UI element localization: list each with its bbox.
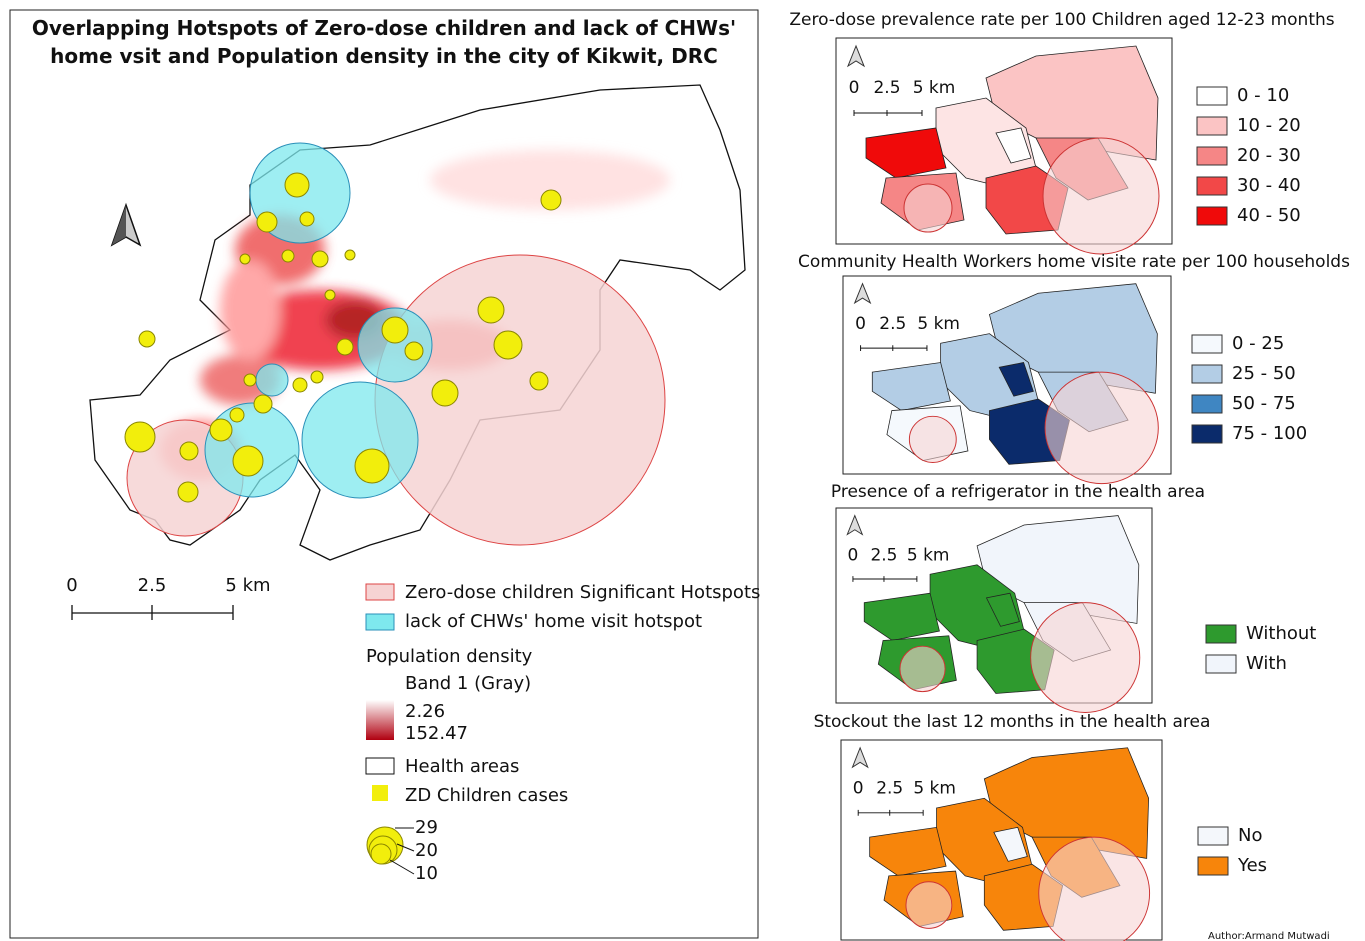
legend-swatch (1192, 335, 1222, 353)
legend-label: 0 - 25 (1232, 333, 1284, 354)
scale-label: 5 km (907, 545, 950, 565)
scale-label: 2.5 (876, 779, 903, 799)
scale-label: 0 (855, 314, 866, 334)
legend-swatch (1197, 117, 1227, 135)
hotspot (1031, 603, 1140, 713)
label: 152.47 (405, 723, 468, 744)
scale-label: 0 (853, 779, 864, 799)
legend-swatch (1197, 207, 1227, 225)
legend-swatch (1197, 177, 1227, 195)
scale-bar (861, 345, 927, 351)
main-map (72, 85, 745, 620)
hotspot (1045, 372, 1158, 483)
legend-label: 40 - 50 (1237, 205, 1301, 226)
health-area (870, 827, 946, 876)
page: 0 2.5 5 km Zero-dose children Significant H… (0, 0, 1365, 941)
scale-label: 5 km (917, 314, 960, 334)
label: 29 (415, 817, 438, 838)
label: Zero-dose children Significant Hotspots (405, 582, 760, 603)
north-arrow (848, 46, 864, 66)
north-arrow (852, 748, 867, 767)
legend-swatch (1206, 655, 1236, 673)
inset-map (852, 748, 1149, 941)
hotspot (906, 882, 952, 929)
label: ZD Children cases (405, 785, 568, 806)
scale-bar (854, 110, 922, 116)
hotspot (1039, 837, 1150, 941)
legend-label: 75 - 100 (1232, 423, 1307, 444)
legend-swatch (1197, 87, 1227, 105)
scale-bar (858, 810, 923, 816)
legend-label: 50 - 75 (1232, 393, 1296, 414)
north-arrow (855, 284, 871, 303)
health-area (864, 593, 939, 640)
health-area (866, 128, 946, 178)
hotspot (1043, 138, 1159, 254)
legend-swatch (1206, 625, 1236, 643)
label: 2.26 (405, 701, 445, 722)
health-area (872, 363, 950, 411)
legend-label: No (1238, 825, 1262, 846)
label: lack of CHWs' home visit hotspot (405, 611, 702, 632)
label: 10 (415, 863, 438, 884)
label: 5 km (225, 575, 270, 596)
scale-label: 2.5 (879, 314, 906, 334)
scale-label: 2.5 (873, 78, 900, 98)
inset-title: Presence of a refrigerator in the health… (831, 482, 1205, 502)
inset-title: Community Health Workers home visite rat… (798, 252, 1350, 272)
label: Population density (366, 646, 533, 667)
legend-swatch (1192, 365, 1222, 383)
scale-bar (853, 576, 917, 582)
figure: 0 2.5 5 km Zero-dose children Significant H… (0, 0, 1365, 941)
legend-label: 25 - 50 (1232, 363, 1296, 384)
legend-swatch (1198, 827, 1228, 845)
legend-label: Without (1246, 623, 1316, 644)
scale-label: 5 km (913, 779, 956, 799)
hotspot (909, 416, 956, 462)
legend-label: 0 - 10 (1237, 85, 1289, 106)
scale-label: 5 km (913, 78, 956, 98)
label: 20 (415, 840, 438, 861)
legend-swatch (1192, 425, 1222, 443)
inset-title: Stockout the last 12 months in the healt… (814, 712, 1211, 732)
label: Band 1 (Gray) (405, 673, 531, 694)
legend-label: 20 - 30 (1237, 145, 1301, 166)
legend-label: 10 - 20 (1237, 115, 1301, 136)
scale-label: 2.5 (870, 545, 897, 565)
main-title: Overlapping Hotspots of Zero-dose childr… (20, 14, 748, 70)
scale-label: 0 (849, 78, 860, 98)
inset-title: Zero-dose prevalence rate per 100 Childr… (789, 10, 1334, 30)
label: 2.5 (138, 575, 167, 596)
legend-label: Yes (1237, 855, 1267, 876)
legend-swatch (1192, 395, 1222, 413)
legend-swatch (1197, 147, 1227, 165)
label: Health areas (405, 756, 519, 777)
legend-swatch (1198, 857, 1228, 875)
label: 0 (66, 575, 77, 596)
legend-label: 30 - 40 (1237, 175, 1301, 196)
author: Author:Armand Mutwadi (1208, 931, 1330, 941)
hotspot (900, 646, 945, 691)
north-arrow (847, 516, 862, 535)
hotspot (904, 184, 952, 232)
legend-label: With (1246, 653, 1287, 674)
scale-label: 0 (848, 545, 859, 565)
